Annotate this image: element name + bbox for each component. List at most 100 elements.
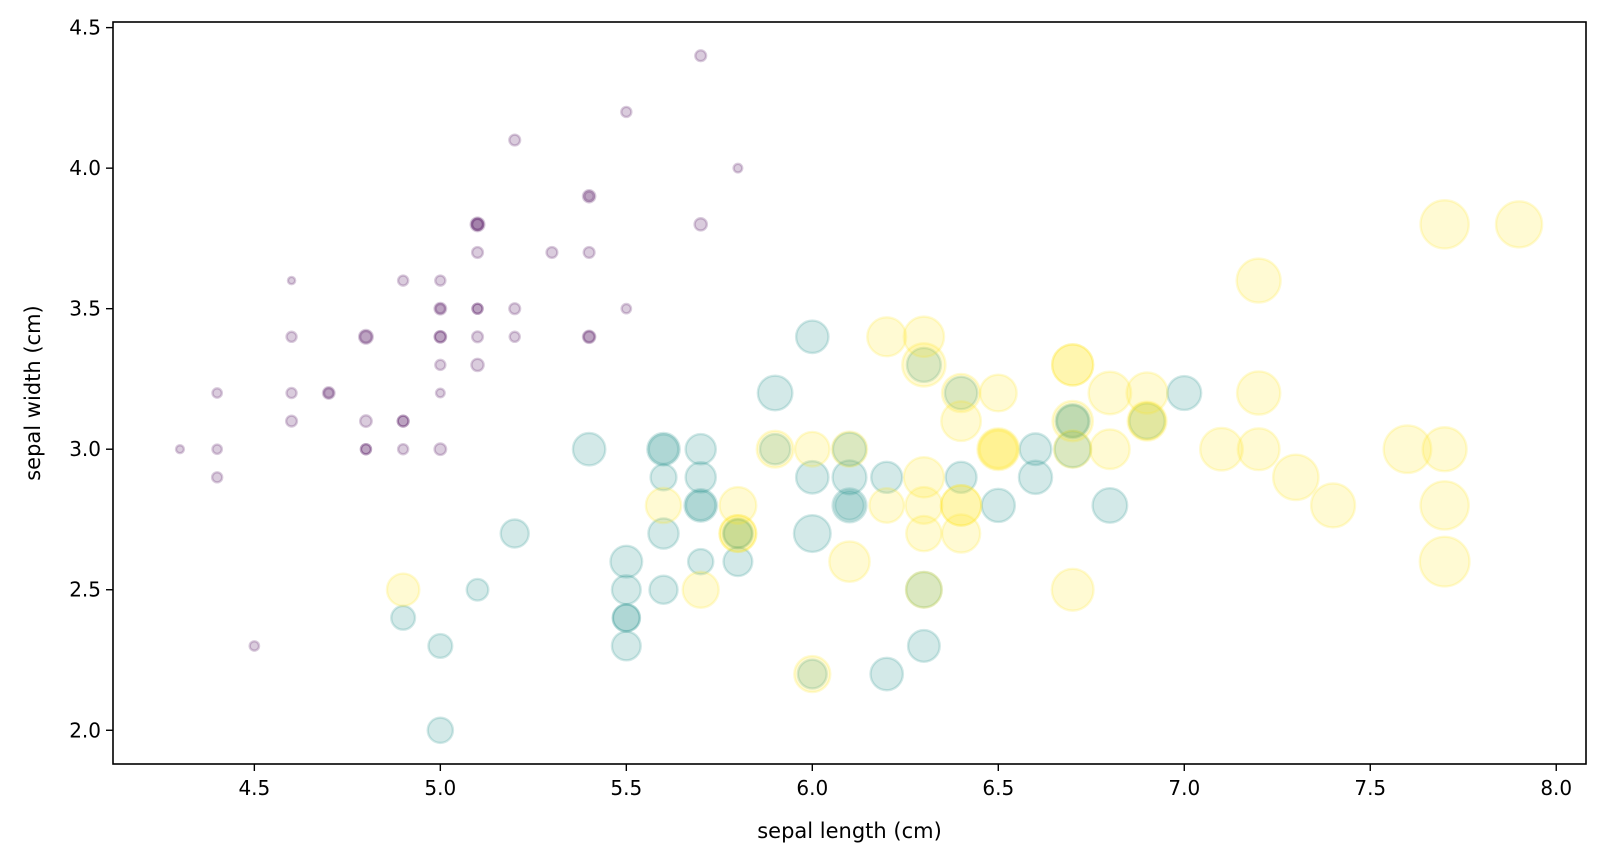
data-point-setosa: [581, 188, 597, 204]
data-point-versicolor: [648, 574, 679, 605]
data-point-versicolor: [906, 628, 941, 663]
data-point-virginica: [1199, 426, 1244, 472]
x-axis: 4.5 5.0 5.5 6.0 6.5 7.0 7.5 8.0: [238, 764, 1572, 800]
data-point-versicolor: [831, 431, 868, 467]
x-tick-label: 8.0: [1540, 776, 1572, 800]
data-point-virginica: [681, 570, 720, 609]
data-point-virginica: [830, 430, 869, 469]
data-point-setosa: [469, 216, 486, 233]
data-point-versicolor: [499, 518, 530, 549]
data-point-versicolor: [686, 547, 715, 576]
data-point-virginica: [644, 486, 683, 525]
data-point-virginica: [793, 654, 832, 694]
data-point-virginica: [1125, 371, 1169, 415]
data-point-virginica: [1494, 200, 1544, 249]
data-point-versicolor: [831, 459, 868, 496]
data-point-setosa: [583, 190, 596, 203]
data-point-versicolor: [571, 431, 607, 467]
data-point-versicolor: [831, 487, 868, 524]
data-point-virginica: [902, 455, 946, 499]
data-point-setosa: [581, 329, 597, 345]
data-point-versicolor: [758, 432, 792, 466]
data-point-setosa: [396, 442, 410, 456]
data-point-setosa: [285, 330, 298, 344]
data-point-virginica: [385, 572, 421, 608]
data-point-setosa: [433, 442, 448, 457]
data-point-setosa: [470, 217, 485, 231]
y-tick-label: 2.5: [69, 578, 101, 602]
data-point-setosa: [471, 302, 484, 315]
data-point-virginica: [1421, 426, 1468, 473]
y-tick-label: 2.0: [69, 718, 101, 742]
data-point-setosa: [357, 328, 374, 345]
series-virginica: [385, 199, 1544, 694]
data-point-versicolor: [944, 460, 978, 494]
x-tick-label: 6.5: [982, 776, 1014, 800]
data-point-versicolor: [870, 460, 904, 494]
data-point-setosa: [434, 358, 447, 372]
data-point-setosa: [322, 387, 335, 399]
data-point-versicolor: [792, 513, 832, 554]
data-point-versicolor: [647, 433, 680, 466]
data-point-versicolor: [611, 602, 642, 633]
data-point-virginica: [940, 372, 982, 414]
data-point-virginica: [1051, 399, 1095, 443]
data-point-virginica: [904, 570, 944, 609]
data-point-versicolor: [683, 488, 719, 523]
data-point-virginica: [1419, 199, 1470, 250]
data-point-setosa: [285, 386, 298, 400]
data-point-setosa: [470, 330, 485, 344]
data-point-setosa: [359, 442, 373, 456]
data-point-virginica: [868, 486, 906, 524]
data-point-virginica: [977, 428, 1020, 471]
data-point-setosa: [545, 245, 559, 260]
data-point-versicolor: [649, 463, 678, 492]
y-axis: 2.0 2.5 3.0 3.5 4.0 4.5: [69, 16, 113, 742]
data-point-virginica: [939, 484, 983, 527]
data-point-versicolor: [1091, 486, 1129, 524]
data-point-virginica: [1236, 427, 1281, 472]
data-point-versicolor: [833, 489, 866, 522]
data-point-virginica: [1088, 428, 1131, 471]
data-point-virginica: [718, 513, 758, 554]
data-point-versicolor: [610, 574, 642, 606]
data-point-virginica: [901, 342, 947, 388]
data-point-virginica: [1419, 480, 1470, 531]
x-tick-label: 5.0: [424, 776, 456, 800]
y-axis-label: sepal width (cm): [21, 305, 45, 481]
series-setosa: [174, 49, 744, 652]
data-points: [174, 49, 1544, 745]
data-point-setosa: [620, 302, 633, 315]
data-point-setosa: [620, 105, 633, 119]
data-point-virginica: [1052, 429, 1093, 470]
data-point-setosa: [396, 414, 410, 428]
data-point-setosa: [359, 442, 373, 456]
data-point-setosa: [582, 330, 596, 344]
y-tick-label: 3.5: [69, 297, 101, 321]
data-point-versicolor: [465, 577, 490, 602]
data-point-virginica: [1050, 567, 1095, 612]
y-tick-label: 4.5: [69, 16, 101, 40]
data-point-virginica: [1127, 401, 1167, 441]
data-point-setosa: [358, 414, 373, 429]
data-point-versicolor: [684, 489, 717, 522]
data-point-virginica: [718, 513, 758, 554]
data-point-versicolor: [684, 461, 718, 494]
data-point-virginica: [793, 430, 831, 468]
data-point-versicolor: [390, 604, 417, 631]
data-point-virginica: [1126, 400, 1168, 442]
data-point-versicolor: [980, 487, 1017, 524]
data-point-versicolor: [646, 431, 681, 467]
data-point-versicolor: [1017, 459, 1054, 496]
data-point-versicolor: [722, 546, 754, 578]
data-point-versicolor: [794, 459, 830, 495]
data-point-virginica: [866, 316, 908, 358]
data-point-setosa: [248, 640, 261, 652]
data-point-versicolor: [611, 603, 641, 633]
x-tick-label: 7.0: [1168, 776, 1200, 800]
data-point-versicolor: [427, 632, 454, 660]
data-point-setosa: [582, 245, 596, 260]
data-point-setosa: [470, 357, 485, 373]
data-point-virginica: [1087, 370, 1133, 416]
